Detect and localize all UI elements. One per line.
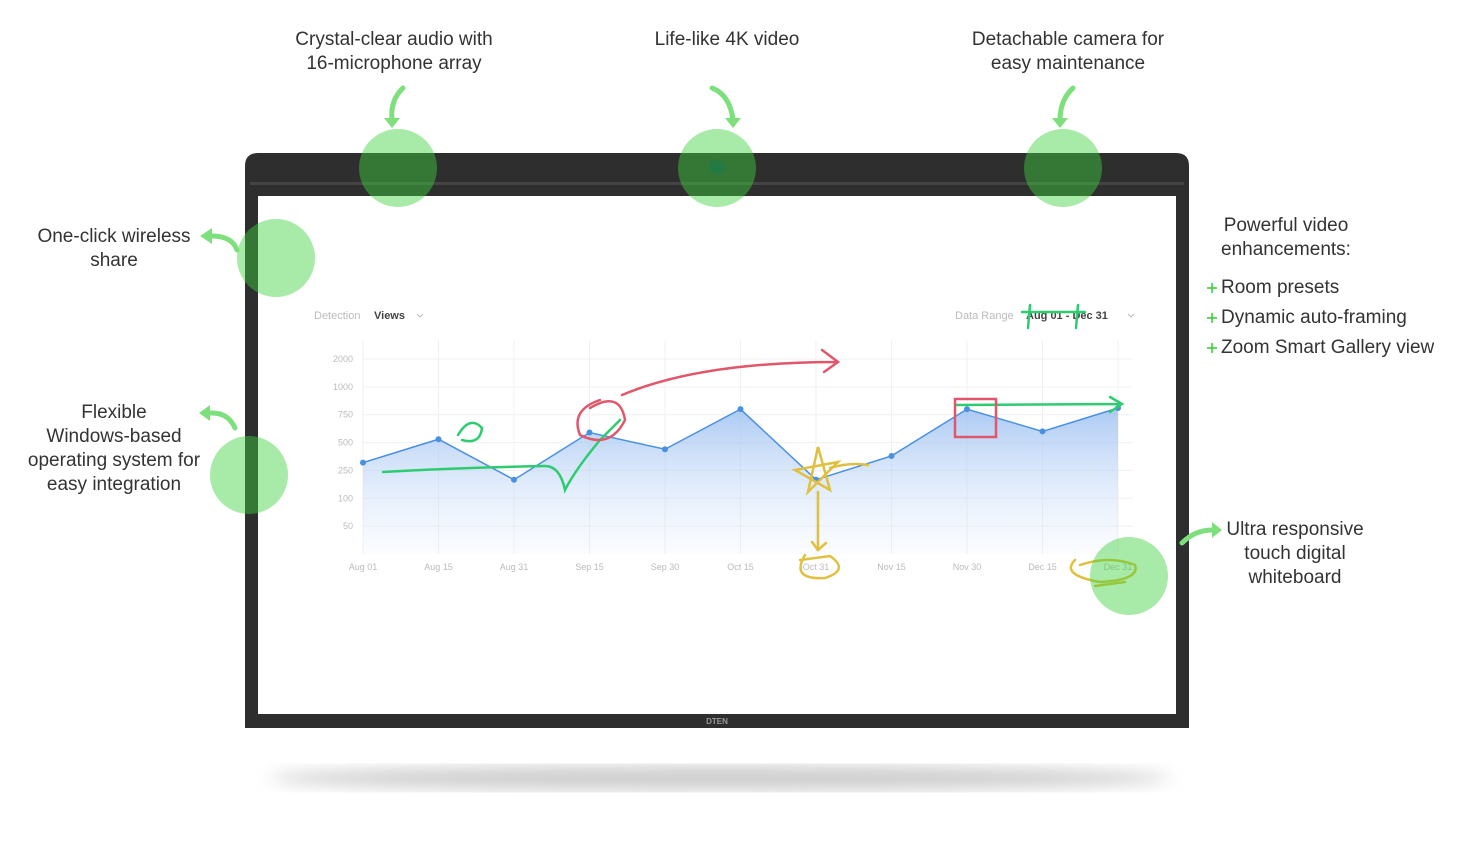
text: enhancements: (1221, 239, 1351, 260)
feature-item: Zoom Smart Gallery view (1206, 333, 1434, 363)
x-tick-label: Dec 31 (1104, 562, 1133, 572)
y-tick-label: 750 (338, 410, 353, 420)
text: Life-like 4K video (654, 29, 800, 50)
x-tick-label: Aug 31 (500, 562, 529, 572)
arrow-heads (199, 118, 1222, 538)
point (511, 476, 517, 483)
feature-item: Room presets (1206, 273, 1434, 303)
plus-icon (1207, 283, 1217, 293)
point (662, 446, 668, 453)
text: Crystal-clear audio with (295, 29, 493, 50)
point (737, 406, 744, 413)
dropdown-icon (416, 313, 1135, 318)
x-tick-label: Nov 15 (877, 562, 906, 572)
feature-list: Room presets Dynamic auto-framing Zoom S… (1206, 273, 1434, 363)
x-tick-label: Oct 15 (727, 562, 754, 572)
feature-item: Dynamic auto-framing (1206, 303, 1434, 333)
plot: 50 100 250 500 750 1000 2000 Aug 01 Aug 15 Aug 31… (333, 340, 1133, 572)
y-tick-label: 50 (343, 521, 353, 531)
text: Flexible (81, 402, 147, 423)
callout-video: Life-like 4K video (600, 28, 854, 52)
area-fill (363, 408, 1118, 554)
text: Ultra responsive (1226, 519, 1364, 540)
x-tick-label: Sep 15 (575, 562, 604, 572)
point (964, 406, 970, 413)
point (586, 429, 593, 436)
detection-value: Views (374, 310, 405, 322)
plus-icon (1207, 343, 1217, 353)
text: One-click wireless (37, 226, 191, 247)
y-tick-label: 100 (338, 493, 353, 503)
text: Zoom Smart Gallery view (1221, 337, 1435, 358)
text: Windows-based (46, 426, 182, 447)
text: Powerful video (1223, 215, 1349, 236)
text: Detachable camera for (971, 29, 1165, 50)
y-tick-label: 2000 (333, 354, 353, 364)
x-tick-label: Dec 15 (1028, 562, 1057, 572)
callout-camera: Detachable camera for easy maintenance (940, 28, 1196, 76)
callout-windows: Flexible Windows-based operating system fo… (14, 401, 214, 497)
text: share (90, 250, 138, 271)
camera-lens (709, 159, 725, 175)
point (435, 436, 442, 443)
text: Dynamic auto-framing (1221, 307, 1407, 328)
plus-icon (1207, 313, 1217, 323)
hotspots (210, 129, 1168, 615)
text: touch digital (1244, 543, 1346, 564)
annotations (381, 303, 1137, 588)
point (360, 459, 366, 466)
text: operating system for (27, 450, 201, 471)
bezel-line (250, 182, 1184, 185)
point (1039, 428, 1046, 435)
x-tick-label: Aug 01 (349, 562, 378, 572)
text: Room presets (1221, 277, 1340, 298)
pointer-arrows (207, 85, 1215, 546)
x-tick-label: Nov 30 (953, 562, 982, 572)
text: 16-microphone array (306, 53, 482, 74)
point (888, 452, 895, 459)
text: whiteboard (1248, 567, 1342, 588)
range-label: Data Range (955, 310, 1014, 322)
detection-label: Detection (314, 310, 360, 322)
callout-share: One-click wireless share (14, 225, 214, 273)
brand: DTEN (706, 717, 728, 726)
x-tick-label: Oct 31 (803, 562, 830, 572)
callout-audio: Crystal-clear audio with 16-microphone ar… (270, 28, 518, 76)
text: easy maintenance (990, 53, 1146, 74)
text: easy integration (46, 474, 182, 495)
y-tick-label: 250 (338, 465, 353, 475)
callout-enhancements: Powerful video enhancements: (1200, 214, 1372, 262)
x-tick-label: Aug 15 (424, 562, 453, 572)
y-tick-label: 500 (338, 438, 353, 448)
x-tick-label: Sep 30 (651, 562, 680, 572)
callout-whiteboard: Ultra responsive touch digital whiteboard (1200, 518, 1390, 590)
shadow (270, 766, 1170, 790)
y-tick-label: 1000 (333, 382, 353, 392)
